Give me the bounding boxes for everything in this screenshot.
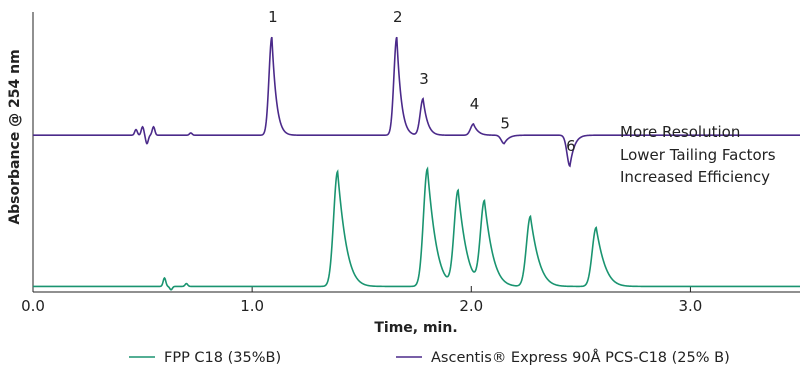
legend: FPP C18 (35%B) Ascentis® Express 90Å PCS…: [129, 349, 730, 366]
legend-label-ascentis: Ascentis® Express 90Å PCS-C18 (25% B): [431, 349, 730, 366]
peak-labels: 1 2 3 4 5 6: [268, 8, 576, 155]
x-tick-label: 1.0: [240, 297, 264, 315]
x-tick-label: 0.0: [21, 297, 45, 315]
y-axis-title: Absorbance @ 254 nm: [7, 49, 23, 224]
legend-label-fpp: FPP C18 (35%B): [164, 350, 281, 366]
axes: [32, 12, 800, 293]
peak-label: 3: [419, 70, 429, 88]
peak-label: 2: [393, 8, 403, 26]
annotation-line-1: More Resolution: [620, 123, 740, 141]
peak-label: 1: [268, 8, 278, 26]
x-axis-title: Time, min.: [374, 320, 457, 336]
traces: [33, 36, 800, 291]
x-tick-label: 3.0: [678, 297, 702, 315]
peak-label: 4: [470, 95, 480, 113]
x-tick-label: 2.0: [459, 297, 483, 315]
x-ticks: 0.0 1.0 2.0 3.0: [21, 286, 702, 315]
annotation-line-2: Lower Tailing Factors: [620, 146, 776, 164]
annotation-block: More Resolution Lower Tailing Factors In…: [620, 123, 776, 186]
peak-label: 5: [500, 115, 510, 133]
annotation-line-3: Increased Efficiency: [620, 168, 770, 186]
peak-label: 6: [566, 137, 576, 155]
trace-line: [33, 166, 800, 291]
trace-line: [33, 36, 800, 168]
